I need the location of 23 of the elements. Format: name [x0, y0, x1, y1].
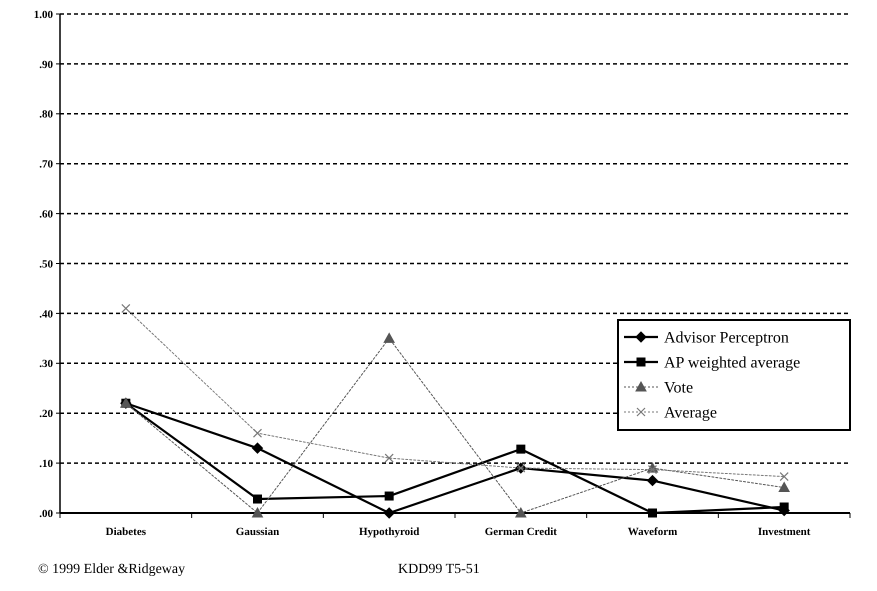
x-tick-label: German Credit: [484, 526, 558, 538]
y-tick-label: .70: [39, 158, 54, 171]
legend-label: Average: [664, 404, 717, 422]
x-tick-label: Hypothyroid: [359, 526, 420, 538]
legend-label: Vote: [664, 380, 694, 397]
y-tick-label: .50: [39, 258, 54, 270]
y-tick-label: .60: [39, 208, 54, 220]
x-tick-label: Waveform: [628, 526, 678, 538]
y-tick-label: 1.00: [34, 8, 54, 21]
y-tick-label: .00: [39, 508, 54, 520]
legend-label: AP weighted average: [664, 354, 800, 372]
y-tick-label: .30: [39, 358, 54, 370]
legend-label: Advisor Perceptron: [664, 330, 789, 347]
text: KDD99 T5-51: [398, 562, 480, 577]
x-tick-label: Gaussian: [236, 526, 280, 538]
y-tick-label: .10: [39, 458, 54, 470]
y-tick-label: .90: [39, 58, 54, 71]
y-tick-label: .20: [39, 408, 54, 420]
x-tick-label: Diabetes: [106, 526, 147, 538]
x-tick-label: Investment: [758, 526, 811, 538]
y-tick-label: .40: [39, 308, 54, 320]
text: © 1999 Elder &Ridgeway: [38, 562, 186, 577]
y-tick-label: .80: [39, 108, 54, 121]
